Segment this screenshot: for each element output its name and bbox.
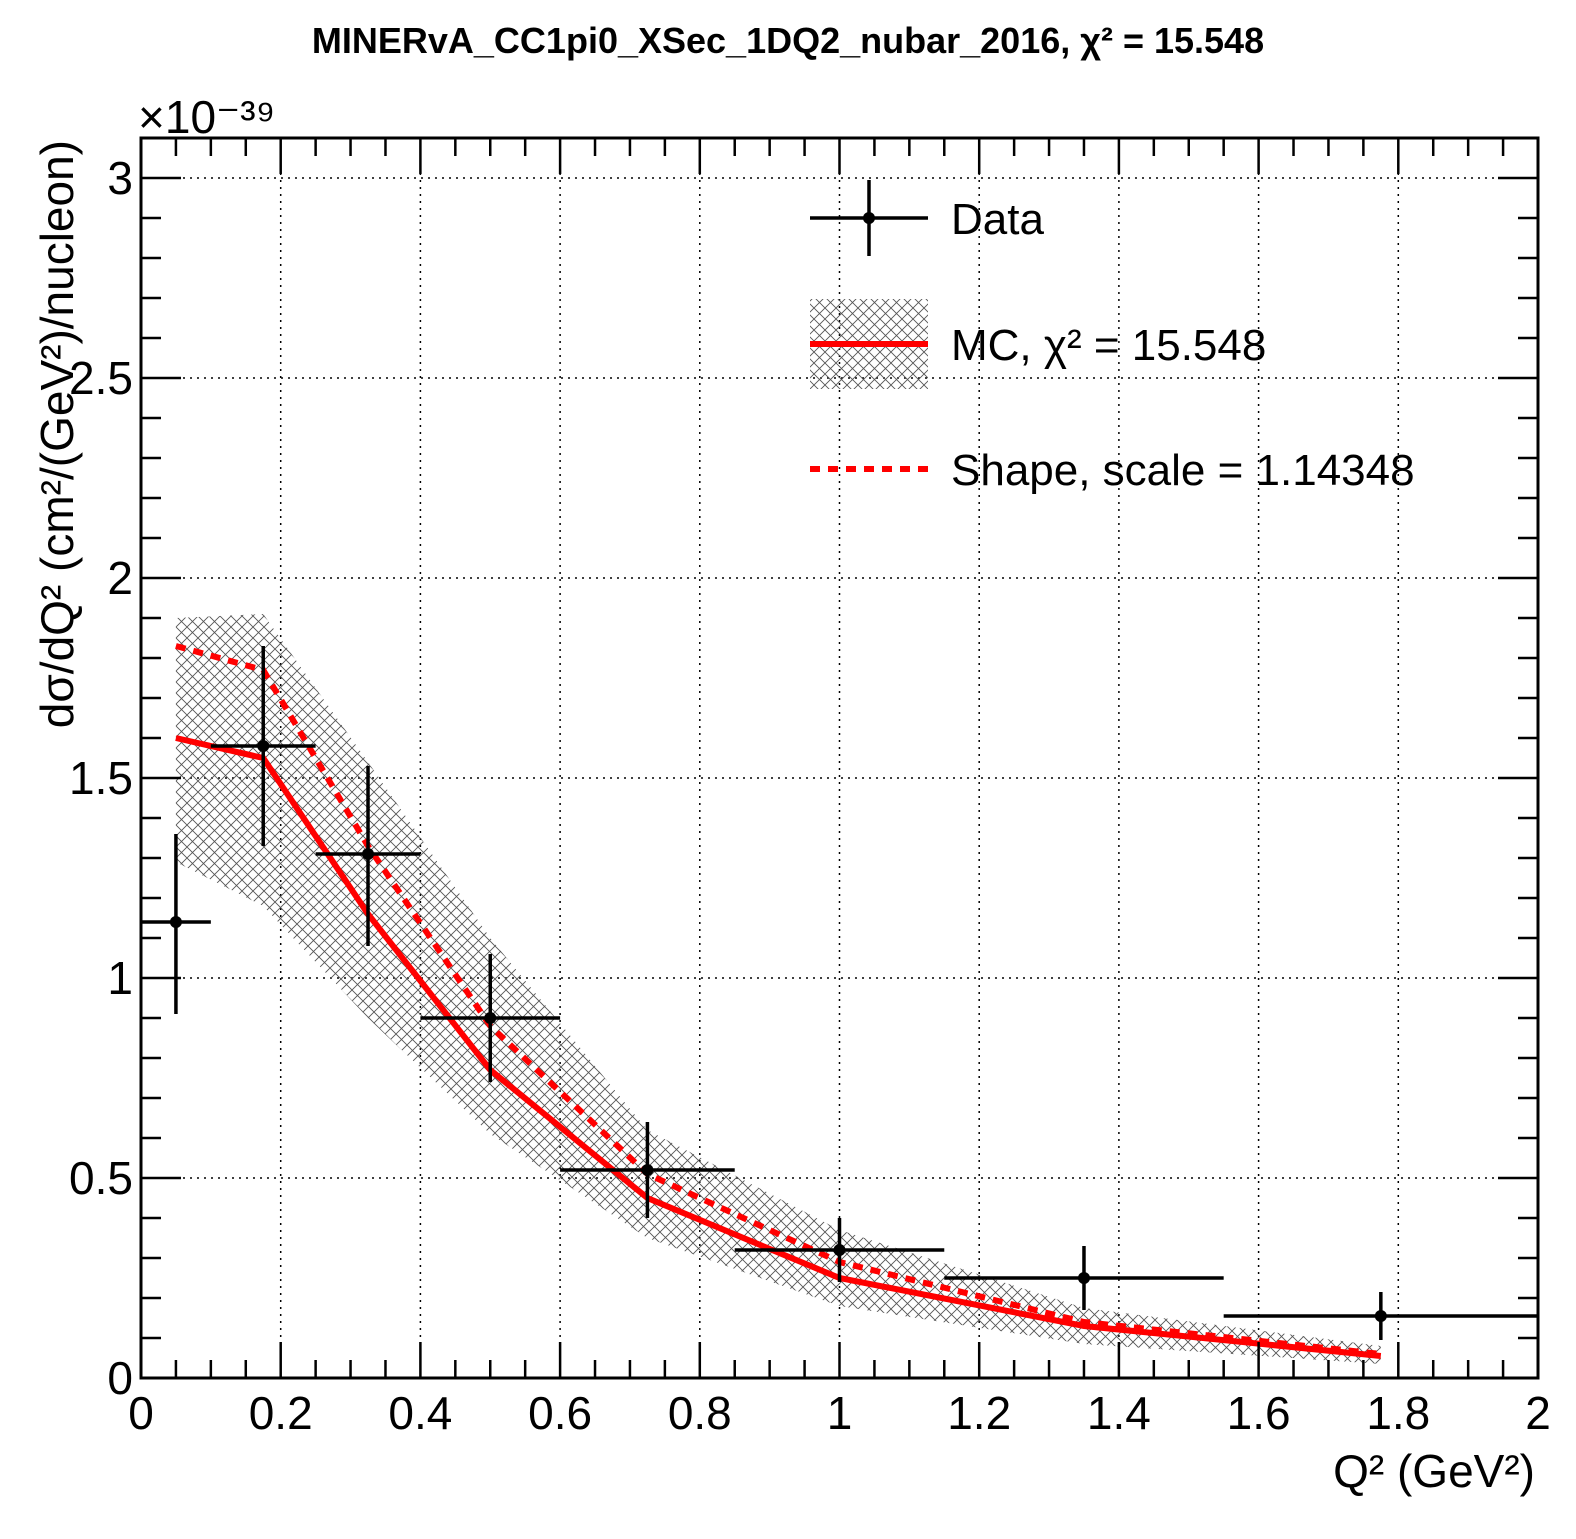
- data-points: [141, 646, 1538, 1340]
- data-marker: [257, 740, 270, 752]
- mc-line: [175, 735, 1382, 1359]
- legend: Data MC, χ² = 15.548 Shape, scale = 1.1434…: [810, 180, 1415, 495]
- axes: [139, 136, 1540, 1380]
- data-marker: [641, 1164, 654, 1176]
- mc-uncertainty-band: [175, 614, 1381, 1364]
- y-tick-label: 0: [107, 1352, 133, 1404]
- y-tick-label: 0.5: [69, 1152, 133, 1204]
- data-marker: [1374, 1310, 1387, 1322]
- mc-band-area: [175, 614, 1381, 1364]
- tick-labels: 0 0.2 0.4 0.6 0.8 1 1.2 1.4 1.6 1.8 2 0 0.5 1 1.5 2 2.5 3: [69, 152, 1551, 1439]
- x-tick-label: 1: [827, 1387, 853, 1439]
- legend-label: Shape, scale = 1.14348: [951, 446, 1415, 495]
- chart-title: MINERvA_CC1pi0_XSec_1DQ2_nubar_2016, χ² …: [312, 20, 1264, 61]
- data-marker: [169, 916, 182, 928]
- y-tick-label: 1: [107, 952, 133, 1004]
- y-tick-label: 2: [107, 552, 133, 604]
- x-axis-label: Q² (GeV²): [1333, 1445, 1535, 1497]
- data-point: [944, 1246, 1224, 1310]
- data-marker: [1077, 1272, 1090, 1284]
- shape-line: [175, 643, 1382, 1357]
- x-tick-label: 1.6: [1227, 1387, 1291, 1439]
- x-tick-label: 0.6: [528, 1387, 592, 1439]
- x-tick-label: 0.2: [249, 1387, 313, 1439]
- x-tick-label: 0.8: [668, 1387, 732, 1439]
- data-point: [141, 834, 211, 1014]
- data-point: [210, 646, 316, 846]
- y-axis-label: dσ/dQ² (cm²/(GeV²)/nucleon): [31, 140, 83, 728]
- data-marker: [362, 848, 375, 860]
- series-lines: [175, 643, 1382, 1359]
- y-tick-label: 1.5: [69, 752, 133, 804]
- legend-label: MC, χ² = 15.548: [951, 321, 1266, 370]
- x-tick-label: 2: [1525, 1387, 1551, 1439]
- x-tick-label: 1.4: [1087, 1387, 1151, 1439]
- y-tick-label: 3: [107, 152, 133, 204]
- data-point: [560, 1122, 735, 1218]
- x-tick-label: 1.2: [947, 1387, 1011, 1439]
- data-point: [734, 1218, 945, 1282]
- plot-frame: [139, 136, 1540, 1380]
- x-tick-label: 1.8: [1366, 1387, 1430, 1439]
- x-tick-label: 0.4: [388, 1387, 452, 1439]
- legend-data-marker: [863, 212, 875, 224]
- y-exponent-label: ×10⁻³⁹: [138, 91, 275, 143]
- data-marker: [833, 1244, 846, 1256]
- data-point: [1223, 1292, 1538, 1340]
- data-point: [420, 954, 561, 1082]
- legend-label: Data: [951, 195, 1044, 244]
- data-marker: [484, 1012, 497, 1024]
- data-point: [315, 766, 421, 946]
- y-exponent-text: ×10⁻³⁹: [138, 91, 275, 143]
- y-tick-label: 2.5: [69, 352, 133, 404]
- x-tick-label: 0: [128, 1387, 154, 1439]
